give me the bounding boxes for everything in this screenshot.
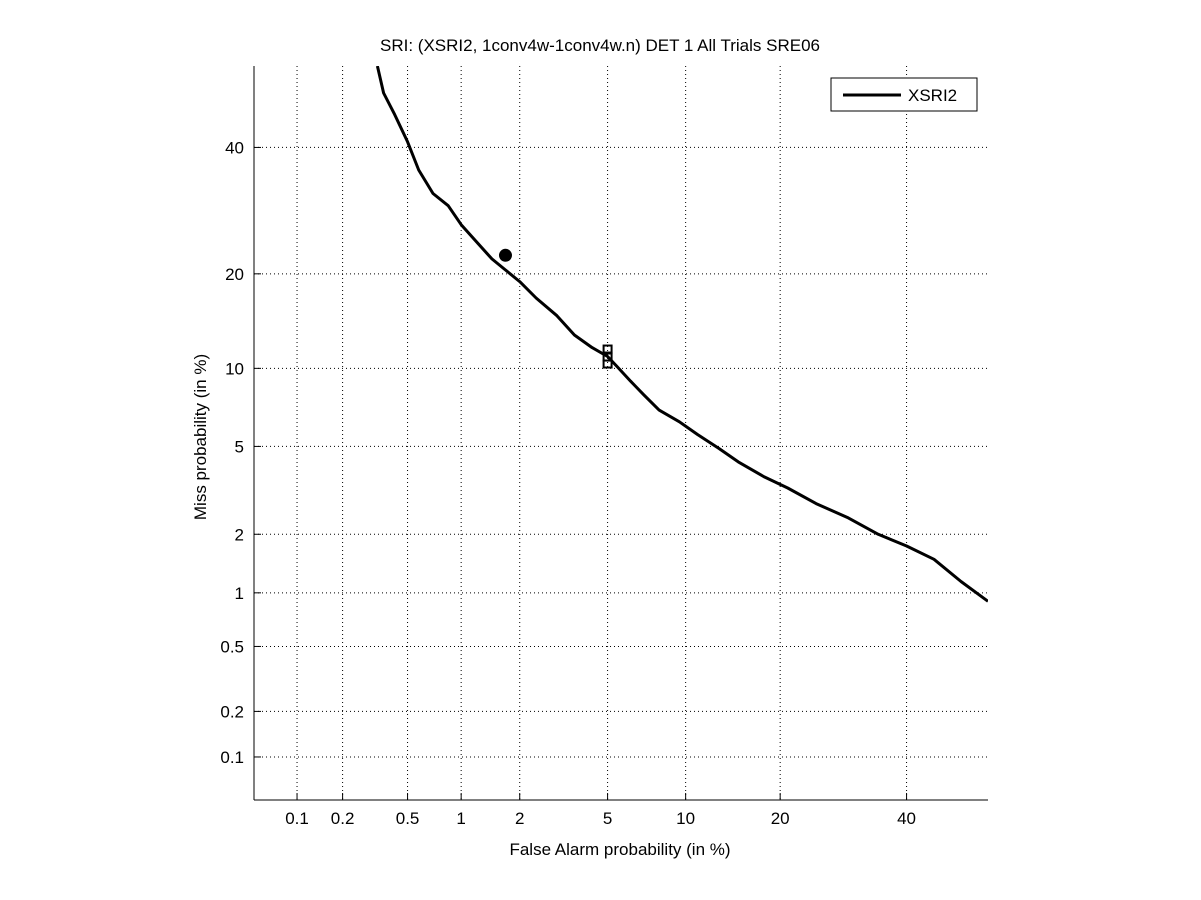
x-tick-label: 5 [603,809,612,828]
y-tick-label: 2 [235,525,244,544]
legend: XSRI2 [830,77,978,112]
x-tick-label: 20 [771,809,790,828]
marker-square [602,359,613,369]
x-tick-label: 10 [676,809,695,828]
x-tick-label: 40 [897,809,916,828]
y-tick-label: 1 [235,584,244,603]
y-tick-label: 0.1 [220,748,244,767]
y-tick-label: 10 [225,359,244,378]
x-tick-label: 0.1 [285,809,309,828]
x-axis-label: False Alarm probability (in %) [509,840,730,859]
y-tick-label: 5 [235,437,244,456]
x-tick-label: 1 [456,809,465,828]
x-tick-label: 0.5 [396,809,420,828]
chart-title: SRI: (XSRI2, 1conv4w-1conv4w.n) DET 1 Al… [380,36,820,55]
legend-label: XSRI2 [908,86,957,105]
series-line-xsri2 [375,66,988,603]
x-tick-label: 0.2 [331,809,355,828]
plot-area [254,66,988,800]
y-axis-label: Miss probability (in %) [191,354,210,520]
y-axis-ticks: 0.1 0.2 0.5 1 2 5 10 20 40 [220,138,261,767]
x-tick-label: 2 [515,809,524,828]
y-tick-label: 20 [225,265,244,284]
y-tick-label: 0.5 [220,637,244,656]
y-tick-label: 40 [225,138,244,157]
axes [253,66,988,801]
y-tick-label: 0.2 [220,702,244,721]
x-axis-ticks: 0.1 0.2 0.5 1 2 5 10 20 40 [285,793,916,828]
series-layer [375,66,988,603]
markers-layer [498,248,613,369]
marker-circle [498,248,512,262]
